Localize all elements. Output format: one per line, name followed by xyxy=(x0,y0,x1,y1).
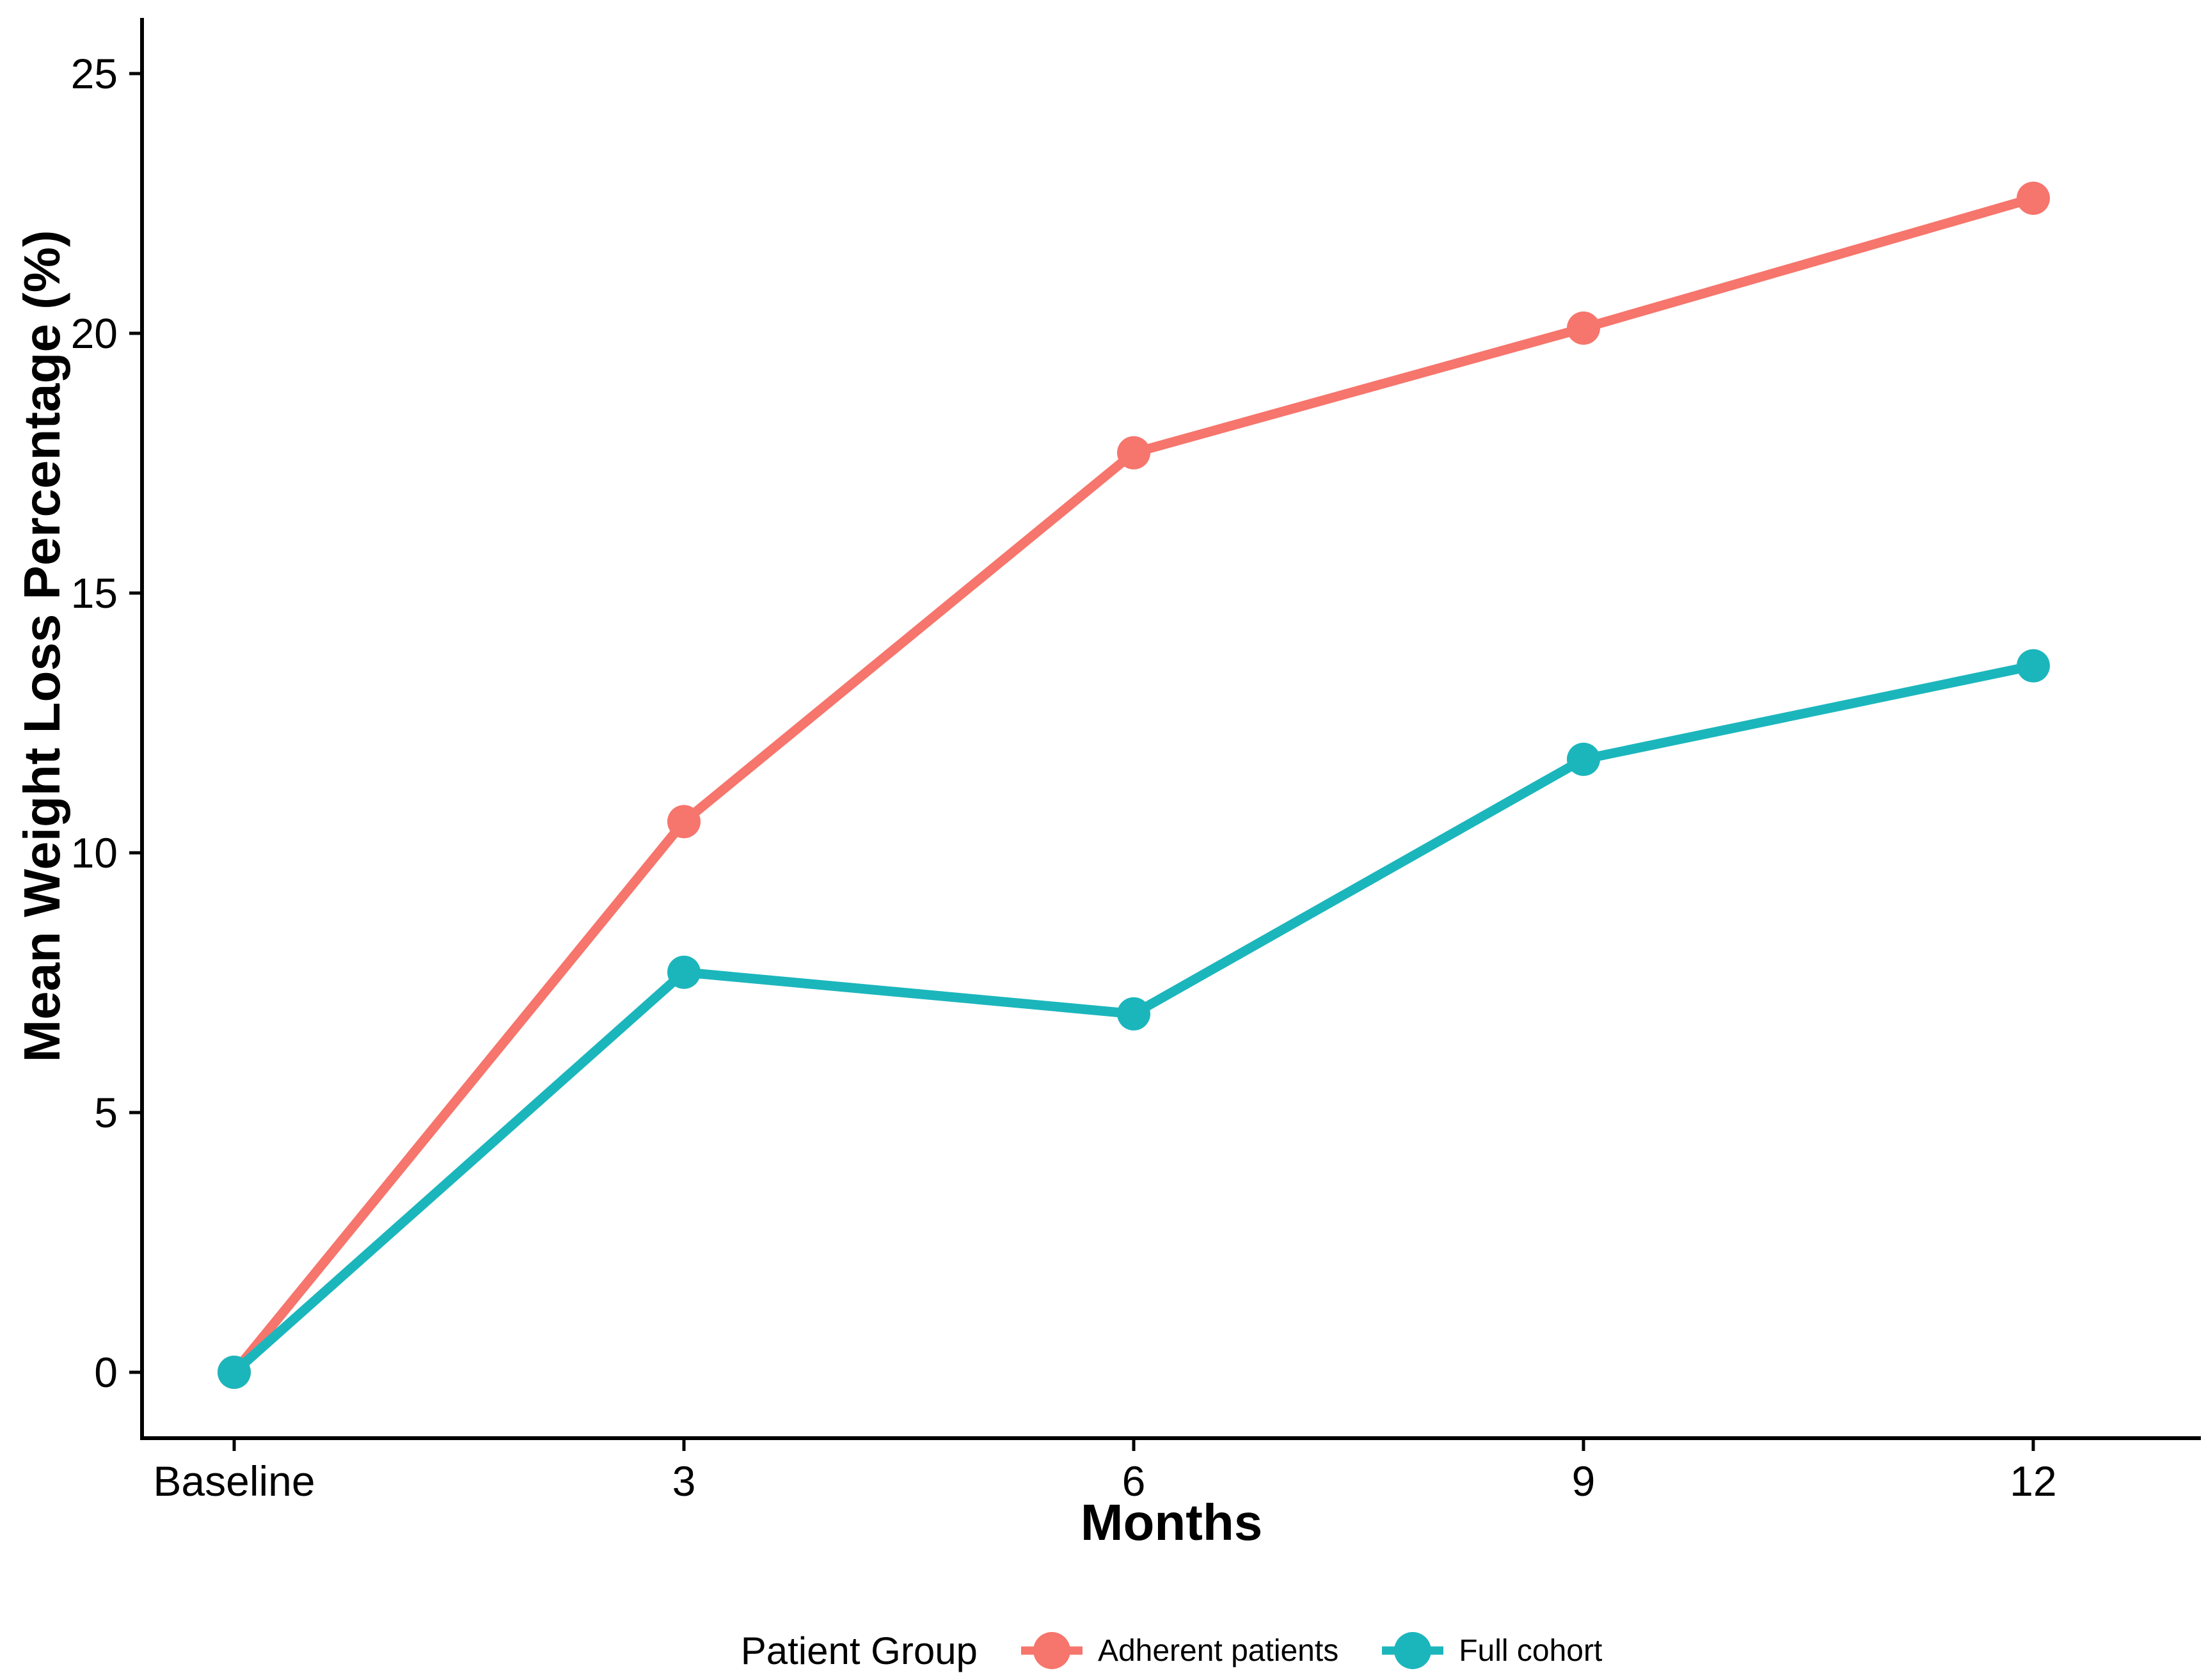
data-point-full-cohort xyxy=(2017,649,2050,683)
y-tick-label: 0 xyxy=(94,1349,118,1396)
legend-key-icon xyxy=(1020,1632,1083,1669)
x-tick-label: 3 xyxy=(672,1457,696,1505)
data-point-full-cohort xyxy=(667,955,701,989)
data-point-adherent-patients xyxy=(667,805,701,839)
legend-title: Patient Group xyxy=(740,1629,978,1672)
legend-key-icon xyxy=(1382,1632,1444,1669)
data-point-full-cohort xyxy=(1117,997,1150,1031)
legend: Patient Group Adherent patients Full coho… xyxy=(142,1628,2201,1674)
y-axis-title: Mean Weight Loss Percentage (%) xyxy=(13,230,70,1063)
y-tick-label: 20 xyxy=(71,310,118,357)
y-tick-label: 10 xyxy=(71,829,118,876)
series-line-adherent-patients xyxy=(229,193,2038,1377)
data-point-adherent-patients xyxy=(2017,181,2050,215)
data-point-full-cohort xyxy=(218,1356,251,1389)
data-point-adherent-patients xyxy=(1567,311,1600,345)
legend-key-dot xyxy=(1394,1632,1432,1669)
data-point-adherent-patients xyxy=(1117,436,1150,470)
x-tick-label: 9 xyxy=(1572,1457,1596,1505)
x-tick-label: 6 xyxy=(1122,1457,1146,1505)
x-tick-label: Baseline xyxy=(153,1457,315,1505)
legend-item-label: Full cohort xyxy=(1459,1633,1603,1668)
x-axis-title: Months xyxy=(1080,1494,1263,1551)
legend-item-full-cohort: Full cohort xyxy=(1381,1628,1602,1674)
y-tick-label: 5 xyxy=(94,1089,118,1136)
legend-item-label: Adherent patients xyxy=(1097,1633,1339,1668)
legend-item-adherent-patients: Adherent patients xyxy=(1020,1628,1338,1674)
data-point-full-cohort xyxy=(1567,742,1600,776)
x-tick-label: 12 xyxy=(2010,1457,2056,1505)
y-tick-label: 15 xyxy=(71,569,118,617)
legend-key-dot xyxy=(1033,1632,1070,1669)
y-tick-label: 25 xyxy=(71,50,118,97)
